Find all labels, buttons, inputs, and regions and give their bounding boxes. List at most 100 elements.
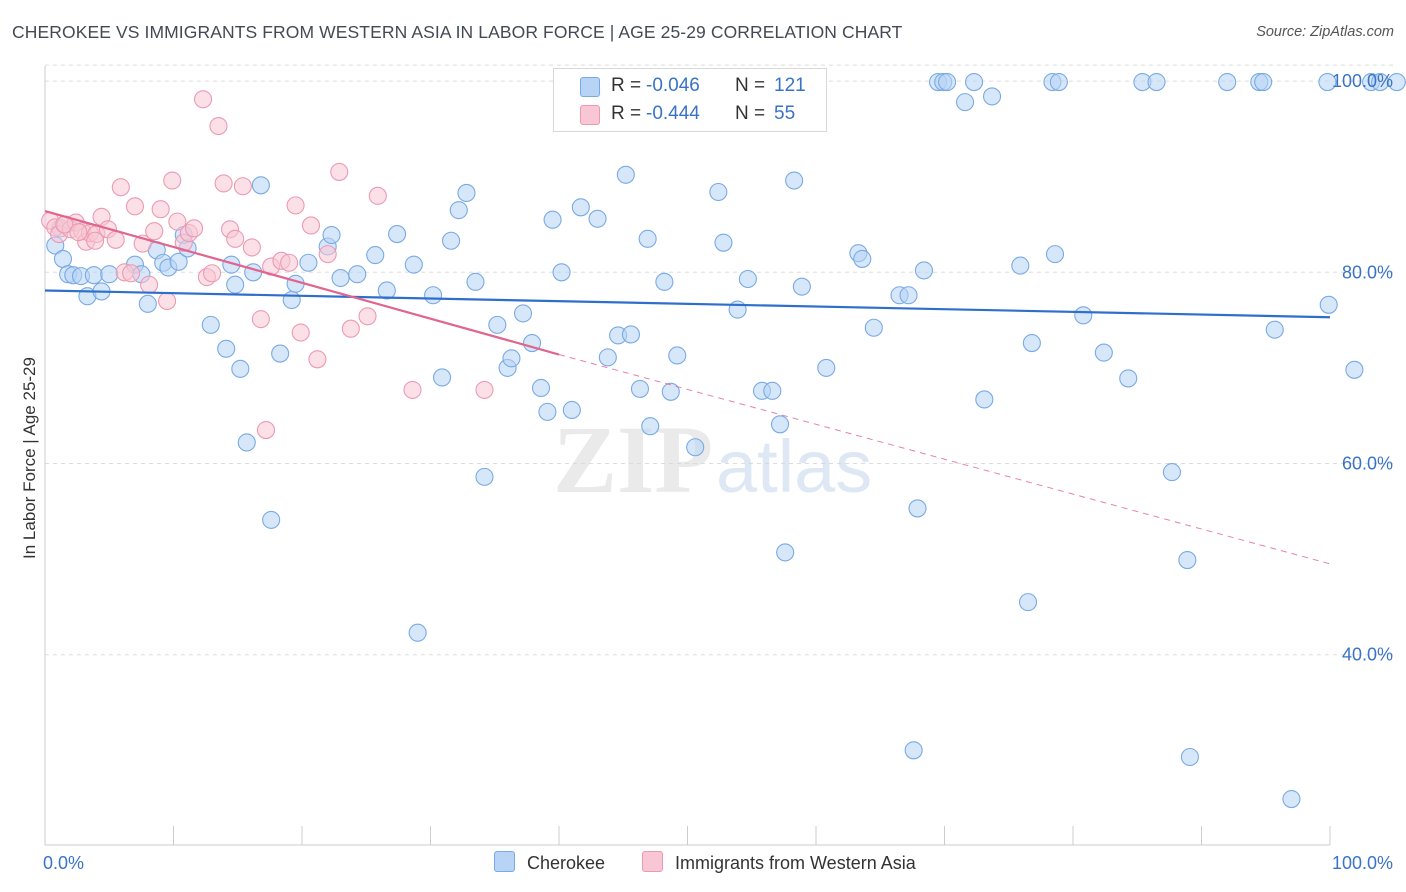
cherokee-point [271, 344, 290, 363]
legend-r-label: R = [611, 75, 642, 96]
immigrants-point [145, 222, 164, 241]
series-legend-immigrants[interactable]: Immigrants from Western Asia [642, 851, 916, 874]
immigrants-point [151, 200, 170, 219]
cherokee-point [864, 318, 883, 337]
cherokee-point [331, 268, 350, 288]
y-tick-label: 60.0% [1342, 454, 1393, 474]
cherokee-point [388, 225, 407, 244]
watermark-atlas: atlas [716, 425, 872, 508]
cherokee-point [1319, 295, 1338, 314]
cherokee-point [424, 286, 443, 305]
cherokee-point [899, 286, 918, 305]
cherokee-points [46, 73, 1406, 809]
immigrants-point [475, 380, 494, 399]
axis-labels: 40.0% 60.0% 80.0% 100.0% 0.0% 100.0% In Labor … [20, 71, 1393, 873]
series-legend: Cherokee Immigrants from Western Asia [0, 851, 1406, 877]
immigrants-point [251, 310, 270, 329]
stats-legend: R = -0.046 N = 121 R = -0.444 N = 55 [553, 68, 827, 132]
immigrants-point [86, 231, 105, 250]
immigrants-point [358, 307, 377, 326]
immigrants-point [158, 291, 177, 311]
cherokee-point [231, 359, 250, 378]
cherokee-point [785, 171, 804, 190]
cherokee-point [366, 246, 385, 265]
cherokee-point [616, 165, 635, 184]
trend-lines [44, 210, 1331, 565]
cherokee-point [201, 315, 220, 334]
legend-n-value: 121 [774, 75, 806, 96]
cherokee-point [226, 275, 245, 294]
y-axis-label: In Labor Force | Age 25-29 [20, 357, 39, 559]
immigrants-point [111, 178, 130, 197]
cherokee-point [965, 73, 984, 92]
series-legend-label: Cherokee [527, 853, 606, 873]
cherokee-point [237, 433, 256, 452]
cherokee-point [621, 325, 641, 344]
immigrants-point [203, 264, 222, 283]
immigrants-point [368, 186, 387, 205]
cherokee-point [853, 249, 872, 268]
cherokee-point [1282, 790, 1301, 809]
watermark-zip: ZIP [553, 406, 713, 513]
cherokee-point [763, 381, 782, 400]
cherokee-point [641, 417, 660, 436]
immigrants-point [308, 350, 327, 369]
legend-swatch-immigrants [580, 105, 600, 125]
cherokee-point [244, 263, 263, 282]
cherokee-point [513, 304, 533, 323]
cherokee-point [661, 382, 680, 401]
cherokee-point [588, 209, 607, 228]
cherokee-point [714, 233, 733, 252]
y-tick-label: 40.0% [1342, 645, 1393, 665]
cherokee-point [1265, 320, 1284, 339]
cherokee-point [169, 252, 188, 271]
cherokee-point [433, 368, 452, 387]
legend-n-label: N = [735, 75, 766, 96]
cherokee-point [251, 176, 270, 195]
cherokee-point [475, 467, 494, 486]
immigrants-point [301, 216, 321, 235]
cherokee-point [1318, 73, 1337, 92]
cherokee-point [904, 741, 923, 760]
cherokee-point [1074, 306, 1093, 325]
chart-source: Source: ZipAtlas.com [1256, 24, 1394, 40]
immigrants-point [168, 212, 187, 231]
cherokee-point [348, 265, 367, 284]
immigrants-point [185, 219, 204, 238]
cherokee-point [322, 225, 341, 245]
cherokee-point [738, 269, 757, 289]
cherokee-point [686, 438, 705, 457]
cherokee-point [655, 272, 674, 291]
immigrants-point [209, 116, 228, 136]
cherokee-point [377, 281, 396, 300]
cherokee-point [1049, 73, 1068, 92]
cherokee-point [466, 272, 485, 291]
legend-swatch-cherokee [580, 77, 600, 97]
cherokee-point [571, 198, 590, 217]
series-legend-cherokee[interactable]: Cherokee [494, 851, 605, 874]
immigrants-point [125, 197, 144, 216]
immigrants-point [214, 174, 233, 193]
immigrants-point [140, 275, 159, 294]
immigrants-point [330, 162, 349, 181]
cherokee-point [1018, 593, 1038, 612]
immigrants-point [280, 253, 299, 272]
immigrants-point [69, 223, 88, 242]
cherokee-point [956, 93, 975, 112]
cherokee-point [908, 499, 927, 518]
cherokee-point [792, 277, 811, 296]
cherokee-point [1094, 343, 1113, 362]
series-swatch-immigrants [642, 851, 663, 872]
cherokee-point [817, 358, 836, 377]
cherokee-point [975, 390, 994, 409]
cherokee-point [1119, 369, 1138, 388]
legend-row-cherokee: R = -0.046 N = 121 [554, 72, 826, 100]
cherokee-point [543, 210, 562, 229]
y-tick-label: 80.0% [1342, 262, 1393, 282]
cherokee-point [1022, 333, 1041, 353]
cherokee-point [1045, 245, 1065, 264]
cherokee-point [217, 339, 236, 358]
chart-title: CHEROKEE VS IMMIGRANTS FROM WESTERN ASIA… [12, 22, 903, 42]
watermark: ZIP atlas [553, 406, 872, 513]
